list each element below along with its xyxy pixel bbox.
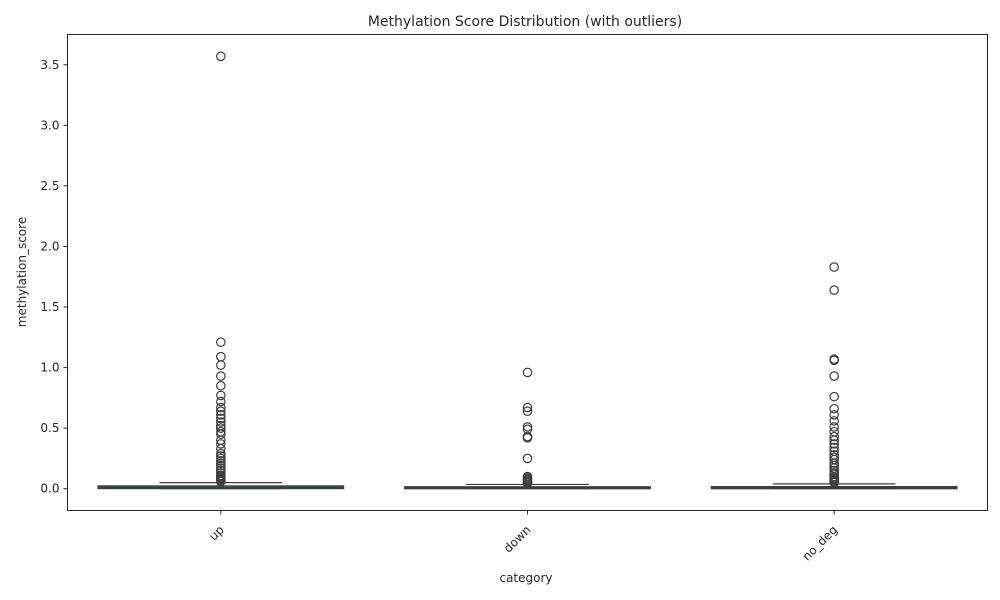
outlier-point <box>522 453 533 464</box>
chart-title: Methylation Score Distribution (with out… <box>368 14 682 30</box>
outlier-point <box>829 458 839 469</box>
outlier-point <box>216 423 226 433</box>
outlier-point <box>829 262 839 272</box>
outlier-point <box>829 285 839 295</box>
outlier-point <box>829 416 839 426</box>
outlier-point <box>216 439 226 449</box>
outlier-point <box>216 413 226 424</box>
y-tick-label: 2.0 <box>40 239 59 253</box>
outlier-point <box>216 390 226 401</box>
box-group-up <box>97 51 345 490</box>
y-tick-label: 3.5 <box>40 58 59 72</box>
y-tick-label: 1.5 <box>40 300 59 314</box>
y-axis-title: methylation_score <box>15 217 29 327</box>
y-tick-label: 2.5 <box>40 179 59 193</box>
x-tick-label: down <box>501 523 534 556</box>
x-axis-title: category <box>499 571 552 585</box>
outlier-point <box>829 371 839 381</box>
outlier-point <box>216 406 226 416</box>
outlier-point <box>829 426 839 437</box>
outlier-point <box>522 367 533 378</box>
outlier-point <box>216 351 226 362</box>
outlier-point <box>522 402 533 413</box>
box-group-down <box>404 367 651 490</box>
outlier-point <box>216 476 226 487</box>
outlier-point <box>216 402 226 413</box>
outlier-point <box>216 453 226 464</box>
outlier-point <box>829 422 839 432</box>
outlier-point <box>216 451 226 461</box>
outlier-point <box>216 456 226 466</box>
outlier-point <box>829 477 839 488</box>
outlier-point <box>216 396 226 407</box>
x-tick-label: no_deg <box>800 523 841 564</box>
outlier-point <box>829 435 839 446</box>
outlier-point <box>216 410 226 420</box>
outlier-point <box>216 360 226 370</box>
outlier-point <box>829 410 839 420</box>
outlier-point <box>216 51 226 62</box>
y-tick-label: 0.5 <box>40 421 59 435</box>
plot-frame <box>67 34 988 511</box>
outlier-point <box>216 448 226 459</box>
x-axis: up down no_deg <box>206 510 841 564</box>
plot-area <box>97 51 958 490</box>
outlier-point <box>216 380 226 391</box>
outlier-point <box>216 337 226 347</box>
outlier-point <box>216 417 226 427</box>
y-tick-label: 1.0 <box>40 361 59 375</box>
outlier-point <box>829 355 839 366</box>
outlier-point <box>829 391 839 402</box>
outlier-point <box>216 458 226 469</box>
y-tick-label: 0.0 <box>40 482 59 496</box>
outlier-point <box>216 443 226 454</box>
outlier-point <box>829 403 839 414</box>
outlier-point <box>216 460 226 471</box>
outlier-point <box>829 439 839 449</box>
outlier-point <box>829 442 839 453</box>
box-group-no_deg <box>710 262 958 490</box>
outlier-point <box>829 431 839 442</box>
outlier-point <box>522 478 533 489</box>
outlier-point <box>216 371 226 381</box>
outlier-point <box>216 429 226 439</box>
outlier-point <box>522 406 533 416</box>
y-axis: 0.0 0.5 1.0 1.5 2.0 2.5 3.0 3.5 <box>40 58 68 496</box>
outlier-point <box>522 422 533 432</box>
x-tick-label: up <box>206 523 227 544</box>
y-tick-label: 3.0 <box>40 118 59 132</box>
outlier-point <box>522 433 533 443</box>
